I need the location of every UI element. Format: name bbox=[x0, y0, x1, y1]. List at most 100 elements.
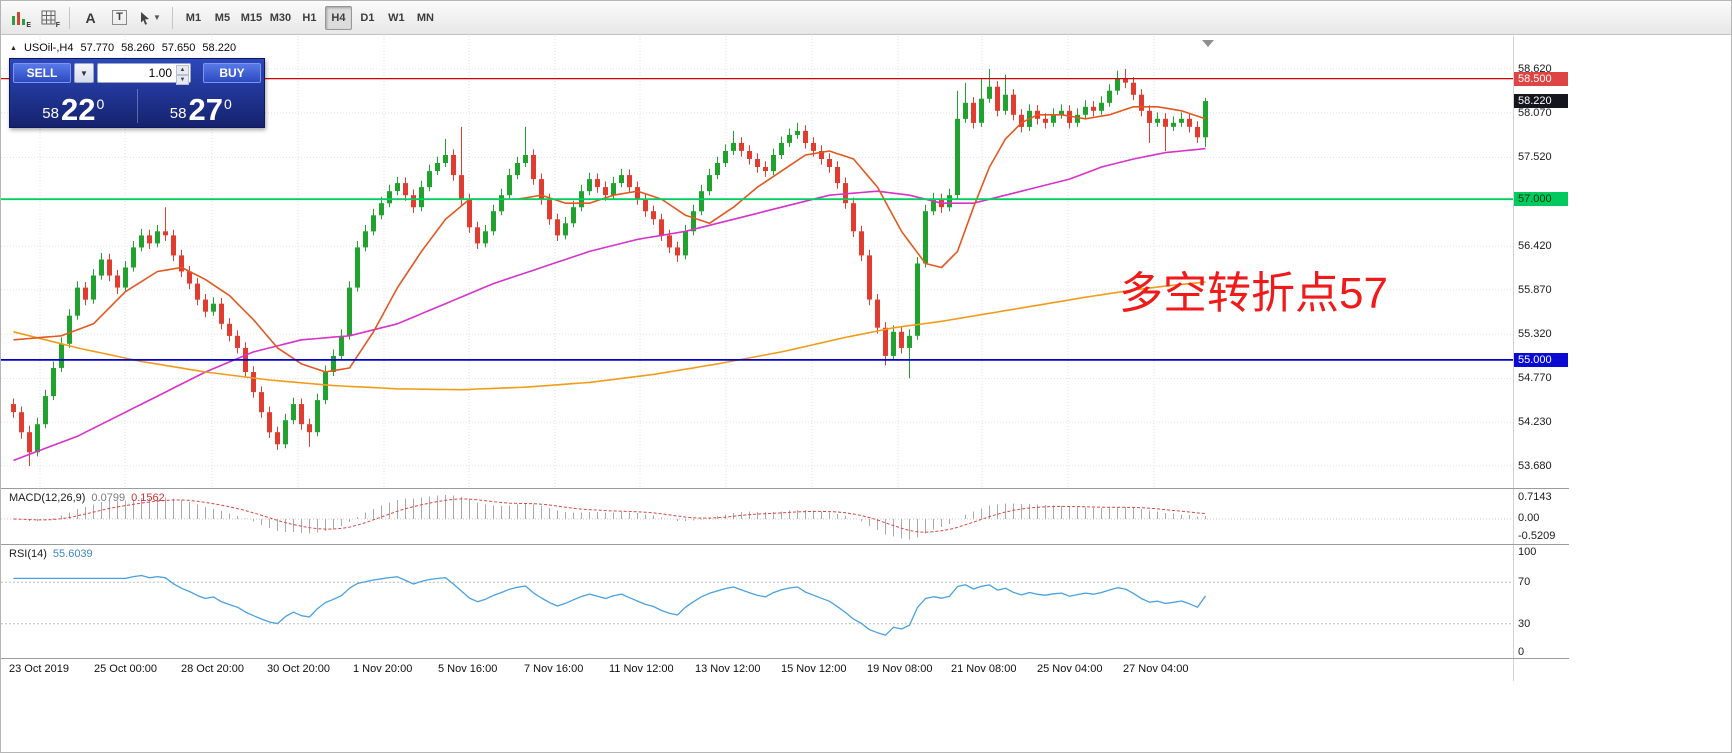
rsi-panel[interactable] bbox=[1, 546, 1513, 658]
chart-annotation-text[interactable]: 多空转折点57 bbox=[1119, 269, 1388, 318]
candle bbox=[1139, 89, 1144, 117]
panel-separator[interactable] bbox=[1, 658, 1569, 659]
rsi-level-100: 100 bbox=[1518, 546, 1537, 558]
candle bbox=[27, 425, 32, 466]
sell-button[interactable]: SELL bbox=[13, 63, 71, 83]
ohlc-low: 57.650 bbox=[161, 42, 196, 54]
price-axis[interactable]: 58.620 58.070 57.520 56.420 55.870 55.320 54.7… bbox=[1514, 36, 1569, 488]
candle bbox=[971, 97, 976, 129]
collapse-triangle-icon[interactable]: ▲ bbox=[10, 44, 17, 52]
buy-button[interactable]: BUY bbox=[203, 63, 261, 83]
time-label: 25 Nov 04:00 bbox=[1037, 663, 1103, 675]
candle bbox=[915, 257, 920, 340]
ohlc-close: 58.220 bbox=[202, 42, 237, 54]
rsi-name: RSI(14) bbox=[9, 548, 47, 560]
text-label-tool-icon[interactable]: T bbox=[106, 6, 133, 30]
candle bbox=[1083, 100, 1088, 119]
time-label: 28 Oct 20:00 bbox=[181, 663, 244, 675]
candle bbox=[99, 253, 104, 280]
bid-ask-row: 58 22 0 58 27 0 bbox=[10, 84, 264, 127]
volume-dropdown-button[interactable]: ▼ bbox=[74, 63, 94, 83]
bid-price[interactable]: 58 22 0 bbox=[42, 91, 105, 127]
rsi-level-70: 70 bbox=[1518, 576, 1531, 588]
price-tick: 55.870 bbox=[1518, 284, 1552, 296]
candle bbox=[75, 281, 80, 320]
candle bbox=[955, 90, 960, 200]
volume-input[interactable] bbox=[98, 64, 190, 82]
macd-panel[interactable] bbox=[1, 490, 1513, 544]
candle bbox=[443, 138, 448, 167]
panel-separator[interactable] bbox=[1, 488, 1569, 489]
volume-increment-button[interactable]: ▲ bbox=[176, 65, 189, 75]
time-label: 11 Nov 12:00 bbox=[609, 663, 674, 675]
candle bbox=[931, 192, 936, 216]
candle bbox=[195, 277, 200, 306]
timeframe-m5-button[interactable]: M5 bbox=[209, 6, 236, 30]
candle bbox=[579, 184, 584, 212]
chevron-down-icon: ▼ bbox=[153, 13, 161, 22]
candle bbox=[163, 207, 168, 241]
candle bbox=[123, 261, 128, 292]
candle bbox=[891, 325, 896, 360]
timeframe-h1-button[interactable]: H1 bbox=[296, 6, 323, 30]
toolbar-separator bbox=[69, 6, 70, 29]
macd-signal-value: 0.1562 bbox=[131, 492, 165, 504]
candle bbox=[379, 196, 384, 220]
price-tick: 54.230 bbox=[1518, 415, 1552, 428]
ohlc-high: 58.260 bbox=[121, 42, 155, 54]
timeframe-h4-button[interactable]: H4 bbox=[324, 5, 352, 30]
candle bbox=[67, 309, 72, 348]
volume-decrement-button[interactable]: ▼ bbox=[176, 75, 189, 85]
time-axis[interactable]: 23 Oct 2019 25 Oct 00:00 28 Oct 20:00 30 Oc… bbox=[1, 659, 1513, 681]
price-divider bbox=[136, 89, 138, 123]
ma-slow-magenta-line bbox=[13, 147, 1206, 462]
panel-separator[interactable] bbox=[1, 544, 1569, 545]
macd-axis-min: -0.5209 bbox=[1518, 530, 1556, 542]
candle bbox=[571, 200, 576, 228]
candle bbox=[315, 393, 320, 437]
candle bbox=[107, 253, 112, 282]
candle bbox=[411, 189, 416, 213]
candle bbox=[211, 297, 216, 316]
rsi-level-0: 0 bbox=[1518, 646, 1525, 658]
candle bbox=[451, 149, 456, 181]
font-tool-icon[interactable]: A bbox=[77, 6, 104, 30]
candle bbox=[483, 224, 488, 248]
candle bbox=[131, 241, 136, 272]
candle bbox=[859, 225, 864, 262]
candle bbox=[587, 172, 592, 196]
candle bbox=[635, 181, 640, 205]
candle bbox=[435, 156, 440, 176]
time-label: 27 Nov 04:00 bbox=[1123, 663, 1189, 675]
candle bbox=[643, 193, 648, 217]
timeframe-w1-button[interactable]: W1 bbox=[383, 6, 410, 30]
cursor-tool-icon[interactable]: ▼ bbox=[135, 6, 165, 30]
volume-spinner: ▲ ▼ bbox=[176, 65, 189, 85]
timeframe-mn-button[interactable]: MN bbox=[412, 6, 439, 30]
chart-shift-marker-icon[interactable] bbox=[1202, 40, 1214, 47]
candle bbox=[651, 205, 656, 225]
candle bbox=[1003, 74, 1008, 115]
charts-icon[interactable]: E bbox=[6, 6, 33, 30]
candle bbox=[227, 318, 232, 342]
candle bbox=[619, 168, 624, 188]
grid-icon[interactable]: F bbox=[35, 6, 62, 30]
candle bbox=[35, 417, 40, 457]
timeframe-m30-button[interactable]: M30 bbox=[267, 6, 294, 30]
candles bbox=[11, 69, 1208, 466]
candle bbox=[1147, 105, 1152, 143]
timeframe-d1-button[interactable]: D1 bbox=[354, 6, 381, 30]
ma-slowest-orange-line bbox=[13, 281, 1206, 391]
candle bbox=[171, 229, 176, 262]
ohlc-open: 57.770 bbox=[80, 42, 115, 54]
ask-price[interactable]: 58 27 0 bbox=[169, 91, 232, 127]
candle bbox=[875, 294, 880, 334]
timeframe-m1-button[interactable]: M1 bbox=[180, 6, 207, 30]
timeframe-m15-button[interactable]: M15 bbox=[238, 6, 265, 30]
candle bbox=[203, 294, 208, 318]
macd-label: MACD(12,26,9) 0.0799 0.1562 bbox=[9, 492, 165, 504]
candle bbox=[403, 177, 408, 201]
candle bbox=[563, 216, 568, 240]
candle bbox=[755, 153, 760, 173]
